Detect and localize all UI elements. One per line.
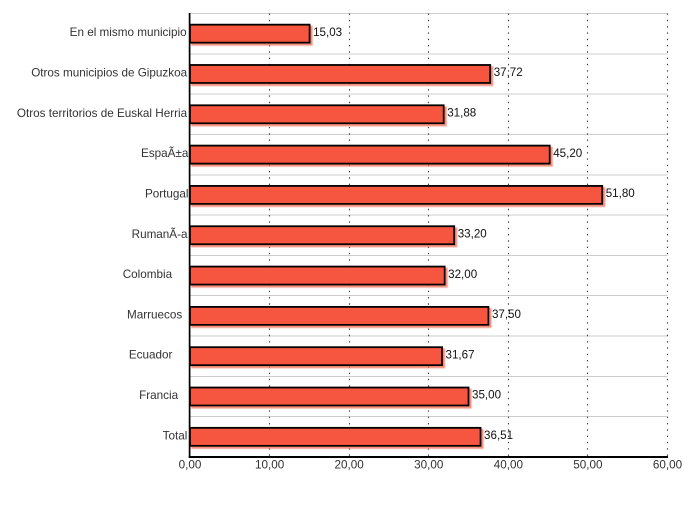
svg-text:Colombia: Colombia [123, 268, 173, 281]
svg-text:40,00: 40,00 [494, 459, 524, 472]
svg-text:32,00: 32,00 [448, 268, 477, 281]
svg-text:0,00: 0,00 [179, 459, 202, 472]
svg-text:15,03: 15,03 [313, 26, 342, 39]
svg-text:45,20: 45,20 [553, 147, 582, 160]
svg-text:37,72: 37,72 [494, 66, 523, 79]
svg-text:31,67: 31,67 [446, 348, 475, 361]
svg-text:Total: Total [163, 429, 188, 442]
svg-text:Marruecos: Marruecos [127, 308, 182, 321]
svg-text:10,00: 10,00 [255, 459, 285, 472]
svg-text:50,00: 50,00 [573, 459, 603, 472]
svg-text:Francia: Francia [139, 389, 178, 402]
svg-text:Otros municipios de Gipuzkoa: Otros municipios de Gipuzkoa [31, 66, 187, 79]
svg-text:37,50: 37,50 [492, 308, 521, 321]
svg-text:20,00: 20,00 [335, 459, 365, 472]
svg-text:35,00: 35,00 [472, 389, 501, 402]
svg-text:51,80: 51,80 [606, 187, 635, 200]
svg-text:Portugal: Portugal [145, 187, 189, 200]
svg-text:Ecuador: Ecuador [129, 349, 173, 362]
svg-text:30,00: 30,00 [414, 459, 444, 472]
svg-text:RumanÃ-a: RumanÃ-a [132, 228, 188, 241]
svg-text:33,20: 33,20 [458, 227, 487, 240]
svg-text:Otros territorios de Euskal He: Otros territorios de Euskal Herria [17, 107, 188, 120]
svg-text:EspaÃ±a: EspaÃ±a [141, 147, 189, 160]
svg-text:En el mismo municipio: En el mismo municipio [70, 26, 187, 39]
svg-text:36,51: 36,51 [484, 429, 513, 442]
svg-text:60,00: 60,00 [653, 459, 683, 472]
svg-text:31,88: 31,88 [447, 107, 476, 120]
